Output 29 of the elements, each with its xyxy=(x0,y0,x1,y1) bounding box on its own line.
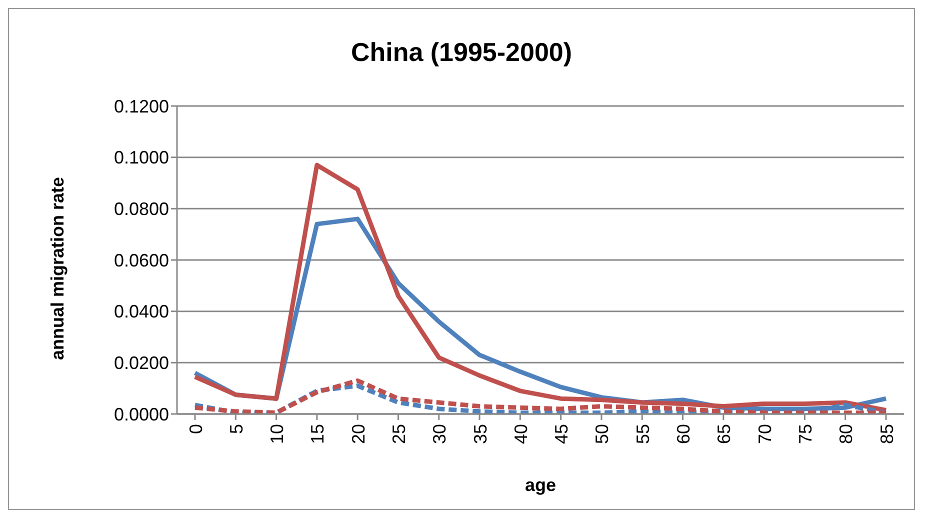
x-axis-title: age xyxy=(524,475,556,495)
x-tick-label: 70 xyxy=(754,424,775,444)
y-tick-label: 0.0200 xyxy=(114,353,169,374)
y-tick-label: 0.0600 xyxy=(114,250,169,270)
x-tick-label: 20 xyxy=(348,424,368,444)
x-tick-label: 85 xyxy=(876,424,897,444)
x-tick-label: 15 xyxy=(308,424,328,444)
x-tick-label: 40 xyxy=(510,424,531,444)
x-tick-label: 5 xyxy=(226,424,246,434)
y-tick-label: 0.0400 xyxy=(114,302,169,322)
x-tick-label: 35 xyxy=(470,424,490,444)
x-tick-label: 55 xyxy=(632,424,653,444)
y-tick-label: 0.0000 xyxy=(114,404,169,424)
x-tick-label: 60 xyxy=(674,424,694,444)
x-tick-label: 50 xyxy=(592,424,612,444)
y-tick-label: 0.0800 xyxy=(114,199,169,220)
line-series xyxy=(192,162,888,412)
x-tick-label: 10 xyxy=(267,424,288,444)
x-tick-label: 45 xyxy=(552,424,572,444)
x-tick-label: 65 xyxy=(714,424,734,444)
chart-title: China (1995-2000) xyxy=(350,37,574,68)
x-tick-label: 0 xyxy=(186,424,206,434)
y-tick-label: 0.1000 xyxy=(114,148,169,168)
y-tick-label: 0.1200 xyxy=(114,96,169,116)
x-tick-label: 80 xyxy=(836,424,856,444)
x-tick-label: 75 xyxy=(795,424,816,444)
x-tick-label: 25 xyxy=(389,424,410,444)
x-tick-label: 30 xyxy=(430,424,450,444)
y-axis-title: annual migration rate xyxy=(47,176,68,360)
